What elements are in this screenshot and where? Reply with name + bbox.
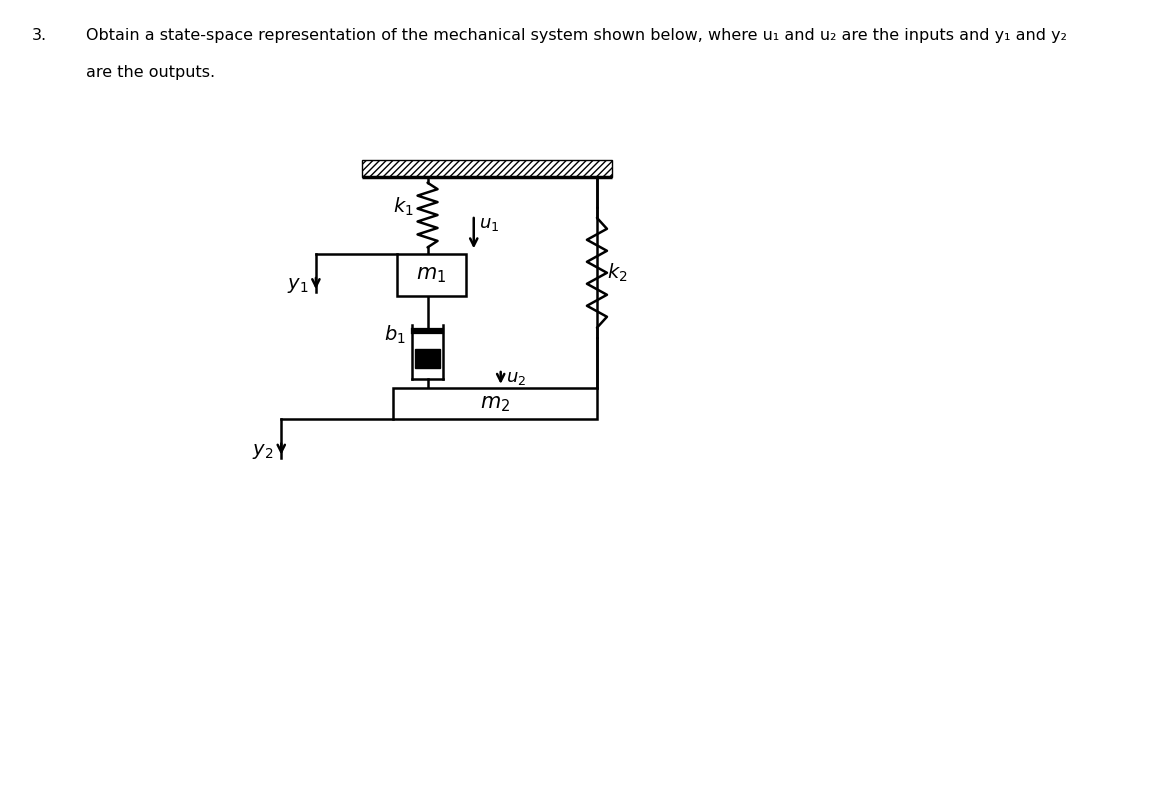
Text: $b_1$: $b_1$ xyxy=(384,324,406,346)
Text: $m_1$: $m_1$ xyxy=(416,265,447,285)
Text: $y_2$: $y_2$ xyxy=(253,442,273,461)
Bar xyxy=(415,350,440,369)
Text: $y_1$: $y_1$ xyxy=(287,276,308,295)
Text: $u_2$: $u_2$ xyxy=(506,369,526,387)
Text: 3.: 3. xyxy=(32,28,47,43)
Bar xyxy=(396,254,466,296)
Text: $k_1$: $k_1$ xyxy=(393,196,414,218)
Text: $k_2$: $k_2$ xyxy=(607,262,627,284)
Text: $u_1$: $u_1$ xyxy=(479,215,500,233)
Bar xyxy=(393,388,597,419)
Text: Obtain a state-space representation of the mechanical system shown below, where : Obtain a state-space representation of t… xyxy=(86,28,1067,43)
Bar xyxy=(362,160,612,176)
Text: are the outputs.: are the outputs. xyxy=(86,65,215,80)
Text: $m_2$: $m_2$ xyxy=(480,394,510,414)
